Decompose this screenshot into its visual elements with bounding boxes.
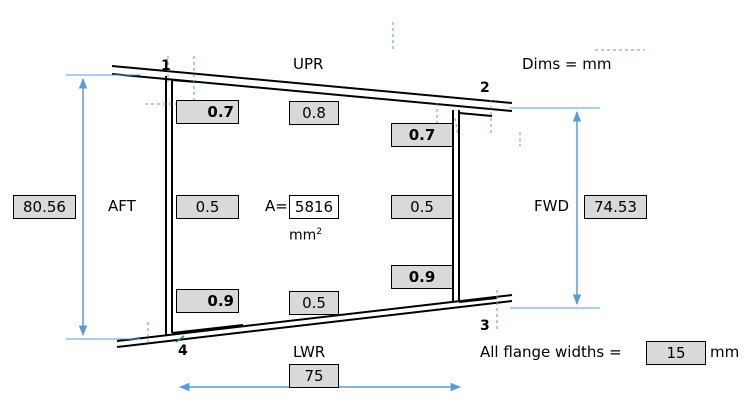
fwd-web-thickness: 0.5 bbox=[391, 195, 453, 219]
upper-label: UPR bbox=[293, 55, 324, 73]
aft-label: AFT bbox=[108, 197, 136, 215]
upper-skin-thickness: 0.8 bbox=[289, 101, 339, 125]
fwd-upper-flange bbox=[458, 112, 493, 117]
aft-height-value: 80.56 bbox=[13, 195, 76, 219]
lower-skin-thickness: 0.5 bbox=[289, 291, 339, 315]
corner-label-4: 4 bbox=[178, 343, 188, 359]
flange-width-unit: mm bbox=[710, 343, 740, 361]
flange-width-label: All flange widths = bbox=[480, 343, 622, 361]
reference-lines bbox=[145, 22, 645, 345]
fwd-lower-flange bbox=[458, 297, 498, 303]
aft-web-thickness: 0.5 bbox=[176, 195, 239, 219]
lower-skin-inner bbox=[116, 294, 513, 342]
corner-4-tick bbox=[175, 335, 185, 343]
corner-label-2: 2 bbox=[480, 80, 490, 96]
upper-fwd-flange-thickness: 0.7 bbox=[391, 123, 453, 147]
lower-skin-outer bbox=[116, 300, 513, 348]
upper-skin-outer bbox=[111, 65, 513, 104]
lower-aft-flange-thickness: 0.9 bbox=[176, 289, 239, 313]
area-value: 5816 bbox=[289, 195, 339, 219]
area-unit-exponent: 2 bbox=[316, 227, 323, 237]
flange-width-value: 15 bbox=[646, 341, 706, 365]
lower-label: LWR bbox=[293, 343, 326, 361]
corner-label-3: 3 bbox=[480, 318, 490, 334]
fwd-height-value: 74.53 bbox=[584, 195, 647, 219]
corner-label-1: 1 bbox=[161, 58, 171, 74]
area-unit-base: mm bbox=[289, 227, 317, 244]
aft-upper-flange bbox=[171, 79, 197, 83]
dims-label: Dims = mm bbox=[522, 55, 612, 73]
area-unit: mm2 bbox=[289, 223, 322, 245]
upper-aft-flange-thickness: 0.7 bbox=[176, 100, 239, 124]
aft-lower-flange bbox=[171, 324, 244, 334]
lower-fwd-flange-thickness: 0.9 bbox=[391, 265, 453, 289]
fwd-label: FWD bbox=[534, 197, 570, 215]
area-prefix: A= bbox=[265, 197, 288, 215]
length-value: 75 bbox=[289, 364, 339, 388]
